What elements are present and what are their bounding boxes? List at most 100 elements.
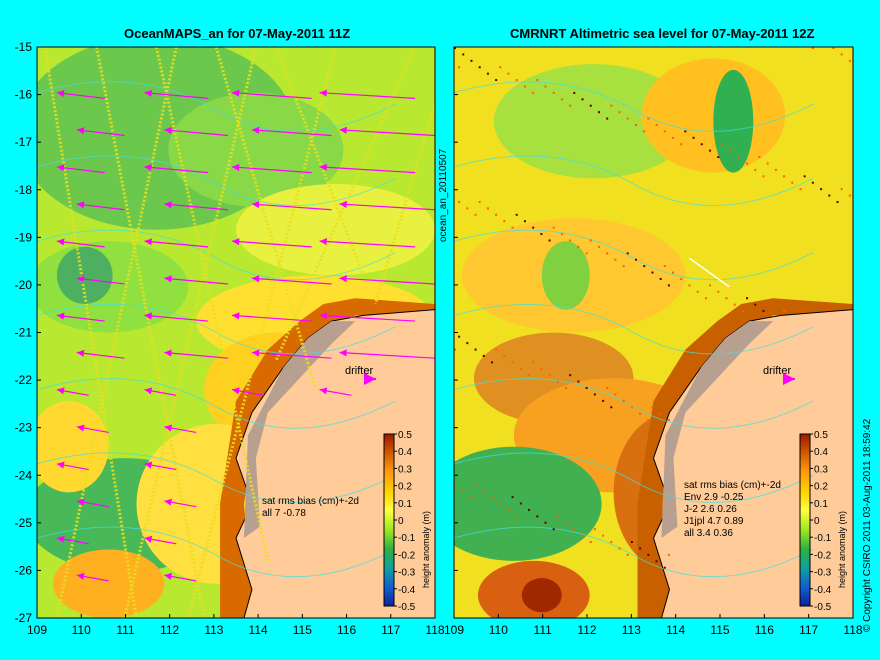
altimeter-obs (544, 85, 547, 88)
altimeter-obs (503, 220, 506, 223)
altimeter-obs (511, 226, 514, 229)
altimeter-obs (696, 290, 699, 293)
altimeter-obs (659, 277, 662, 280)
panel-left-title: OceanMAPS_an for 07-May-2011 11Z (124, 26, 351, 41)
drifter-vector (231, 89, 312, 99)
altimeter-obs (581, 98, 584, 101)
colorbar-tick-label: 0.4 (398, 447, 412, 458)
altimeter-obs (848, 194, 851, 197)
drifter-vector (164, 424, 197, 434)
altimeter-obs (700, 143, 703, 146)
altimeter-obs (470, 59, 473, 62)
high-region (493, 64, 694, 179)
drifter-vector (144, 535, 177, 545)
colorbar-tick-label: 0.3 (398, 464, 412, 475)
altimeter-obs (610, 406, 613, 409)
lon-tick-label: 117 (799, 623, 818, 637)
altimeter-obs (462, 489, 465, 492)
altimeter-obs (560, 233, 563, 236)
altimeter-obs (840, 188, 843, 191)
altimeter-obs (639, 547, 642, 550)
drifter-vector (56, 461, 89, 471)
altimeter-obs (848, 59, 851, 62)
coastal-shelf (243, 321, 356, 539)
drifter-vector (76, 127, 125, 137)
altimeter-obs (667, 284, 670, 287)
altimeter-obs (618, 111, 621, 114)
altimeter-obs (491, 361, 494, 364)
satellite-track (95, 47, 206, 618)
altimeter-obs (573, 528, 576, 531)
altimeter-obs (474, 213, 477, 216)
contour-line (454, 526, 814, 578)
altimeter-obs (523, 85, 526, 88)
lon-tick-label: 109 (444, 623, 464, 637)
colorbar-tick-label: -0.5 (398, 602, 416, 613)
altimeter-obs (602, 399, 605, 402)
contour-line (454, 155, 814, 206)
altimeter-obs (491, 496, 494, 499)
altimeter-obs (585, 252, 588, 255)
altimeter-obs (647, 419, 650, 422)
altimeter-obs (680, 143, 683, 146)
altimeter-obs (577, 245, 580, 248)
drifter-vector (164, 498, 197, 508)
altimeter-obs (458, 335, 461, 338)
altimeter-obs (511, 496, 514, 499)
altimeter-obs (581, 534, 584, 537)
altimeter-obs (532, 226, 535, 229)
stats-line: Env 2.9 -0.25 (684, 492, 744, 503)
altimeter-obs (626, 252, 629, 255)
satellite-track (43, 47, 138, 618)
altimeter-obs (754, 303, 757, 306)
lon-tick-label: 117 (381, 623, 400, 637)
altimeter-obs (589, 541, 592, 544)
altimeter-obs (659, 412, 662, 415)
altimeter-obs (569, 239, 572, 242)
altimeter-obs (667, 419, 670, 422)
lat-tick-label: -21 (15, 326, 33, 340)
drifter-vector (251, 126, 332, 137)
altimeter-obs (486, 207, 489, 210)
altimeter-obs (684, 130, 687, 133)
warm-region (641, 58, 786, 173)
drifter-vector (231, 163, 312, 174)
drifter-vector (56, 312, 105, 322)
lon-tick-label: 110 (489, 623, 508, 637)
colorbar-tick-label: -0.5 (814, 602, 832, 613)
altimeter-obs (754, 168, 757, 171)
altimeter-obs (462, 53, 465, 56)
altimeter-obs (470, 496, 473, 499)
altimeter-obs (589, 104, 592, 107)
altimeter-obs (523, 220, 526, 223)
stats-line: J1jpl 4.7 0.89 (684, 516, 744, 527)
altimeter-obs (519, 367, 522, 370)
lon-tick-label: 114 (666, 623, 685, 637)
altimeter-obs (643, 130, 646, 133)
colorbar-tick-label: 0 (398, 516, 404, 527)
drifter-vector (56, 535, 89, 545)
drifter-vector (339, 275, 435, 285)
altimeter-obs (495, 348, 498, 351)
drifter-vector (56, 387, 89, 396)
lon-tick-label: 111 (534, 623, 553, 637)
altimeter-obs (741, 310, 744, 313)
altimeter-obs (717, 290, 720, 293)
lon-tick-label: 110 (72, 623, 91, 637)
colorbar-tick-label: 0.1 (814, 499, 828, 510)
colorbar-tick-label: 0.5 (814, 430, 828, 441)
drifter-vector (144, 461, 177, 471)
altimeter-obs (482, 354, 485, 357)
colorbar-tick-label: 0.5 (398, 430, 412, 441)
warm-region (37, 401, 109, 493)
altimeter-obs (556, 515, 559, 518)
altimeter-obs (836, 200, 839, 203)
altimeter-obs (589, 239, 592, 242)
lon-tick-label: 115 (710, 623, 729, 637)
altimeter-obs (663, 566, 666, 569)
altimeter-obs (577, 380, 580, 383)
drifter-vector (144, 238, 209, 248)
altimeter-obs (634, 123, 637, 126)
altimeter-obs (536, 79, 539, 82)
